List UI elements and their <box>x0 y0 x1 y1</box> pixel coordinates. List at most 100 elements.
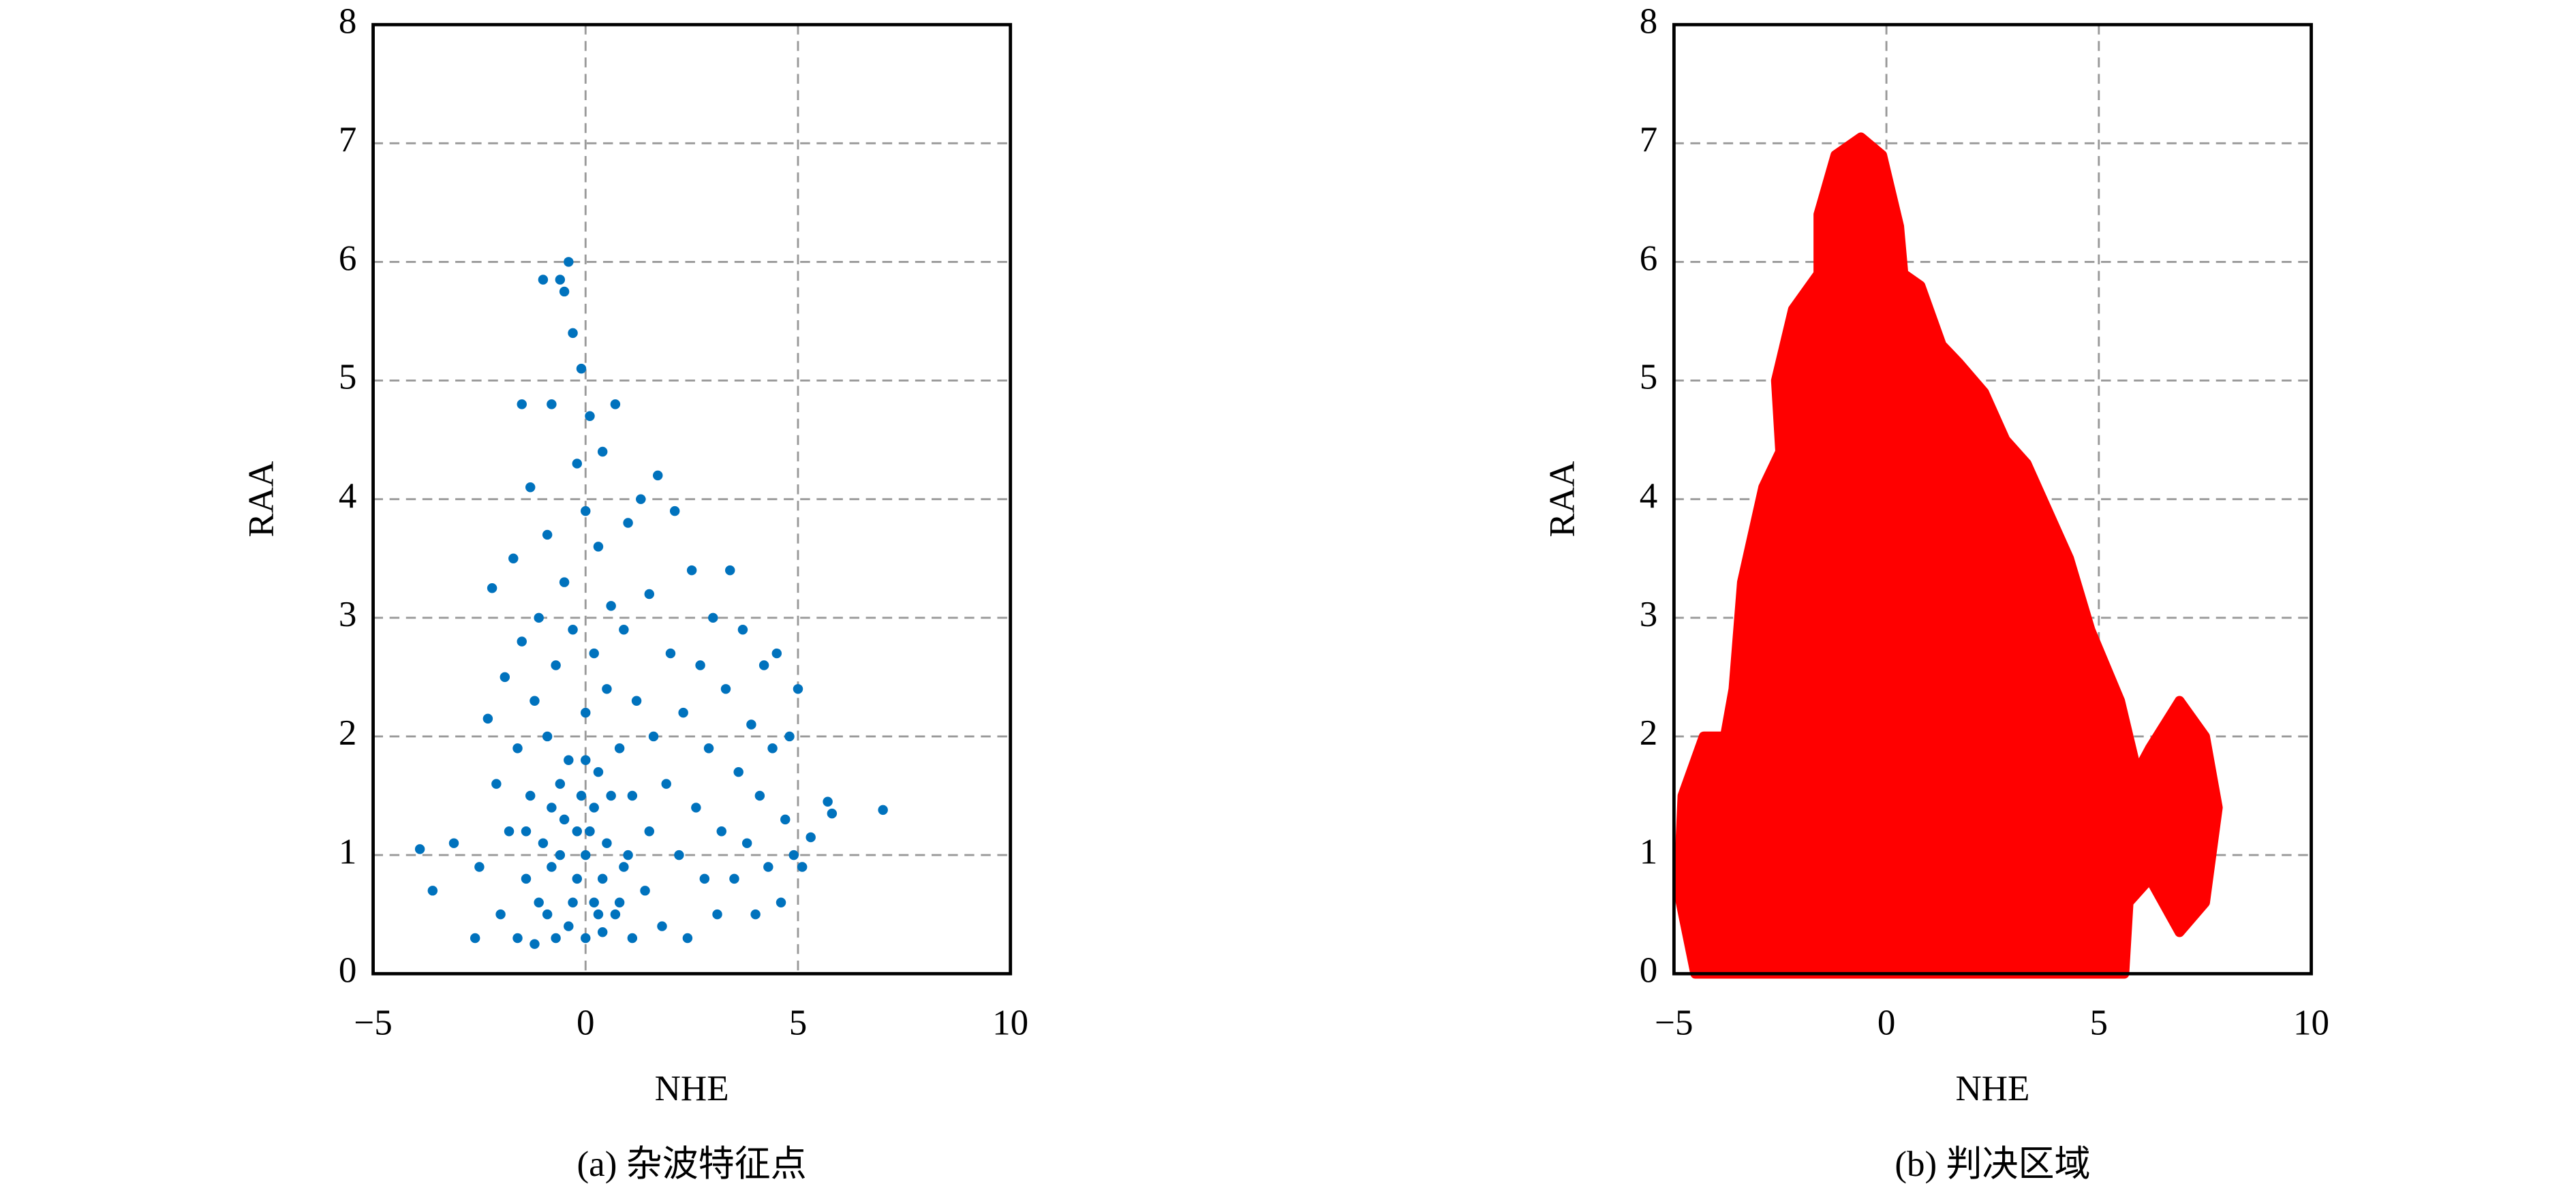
point <box>517 636 527 647</box>
point <box>627 933 638 944</box>
point <box>542 529 553 540</box>
point <box>581 755 591 766</box>
point <box>695 660 705 670</box>
point <box>627 790 638 801</box>
point <box>602 684 612 694</box>
point <box>767 743 778 753</box>
x-tick-label: 10 <box>2293 1004 2329 1043</box>
point <box>661 779 671 789</box>
plot-frame <box>371 22 1013 976</box>
point <box>597 446 608 457</box>
point <box>482 713 493 724</box>
y-tick-label: 6 <box>339 239 357 279</box>
point <box>508 553 519 563</box>
point <box>576 790 587 801</box>
point <box>581 506 591 516</box>
point <box>521 826 532 837</box>
y-tick-label: 7 <box>1640 120 1658 159</box>
point <box>606 790 616 801</box>
point <box>589 897 599 907</box>
y-tick-label: 8 <box>339 1 357 41</box>
point <box>534 612 544 623</box>
point <box>474 862 485 872</box>
point <box>686 565 697 576</box>
point <box>559 577 570 587</box>
point <box>644 826 655 837</box>
point <box>657 921 667 931</box>
point <box>495 909 506 920</box>
x-tick-label: 0 <box>577 1004 595 1043</box>
point <box>691 803 701 813</box>
point <box>640 886 650 896</box>
point <box>576 363 587 374</box>
point <box>593 909 604 920</box>
point <box>780 814 791 825</box>
plot-frame <box>1672 22 2313 976</box>
point <box>470 933 480 944</box>
point <box>729 873 739 884</box>
point <box>572 873 583 884</box>
point <box>572 458 583 469</box>
point <box>878 805 888 815</box>
y-tick-label: 6 <box>1640 239 1658 279</box>
y-tick-label: 2 <box>1640 713 1658 753</box>
point <box>793 684 803 694</box>
point <box>414 844 425 854</box>
x-tick-label: −5 <box>354 1004 392 1043</box>
y-tick-label: 0 <box>339 950 357 990</box>
point <box>593 542 604 552</box>
point <box>525 790 536 801</box>
point <box>597 873 608 884</box>
caption: (a) 杂波特征点 <box>577 1145 807 1184</box>
point <box>555 850 566 860</box>
point <box>547 399 557 409</box>
y-tick-label: 4 <box>1640 476 1658 516</box>
point <box>521 873 532 884</box>
point <box>525 482 536 493</box>
point <box>551 660 561 670</box>
point <box>610 399 621 409</box>
point <box>581 707 591 718</box>
x-tick-label: 0 <box>1877 1004 1896 1043</box>
point <box>487 583 497 593</box>
y-tick-label: 1 <box>1640 832 1658 871</box>
point <box>572 826 583 837</box>
caption: (b) 判决区域 <box>1895 1145 2090 1184</box>
y-tick-label: 3 <box>339 595 357 634</box>
point <box>712 909 722 920</box>
point <box>653 470 663 481</box>
decision-region <box>1673 132 2223 979</box>
point <box>593 766 604 777</box>
point <box>547 862 557 872</box>
point <box>823 796 833 807</box>
point <box>614 897 625 907</box>
point <box>754 790 765 801</box>
point <box>551 933 561 944</box>
point <box>581 850 591 860</box>
point <box>716 826 726 837</box>
y-tick-label: 5 <box>339 358 357 397</box>
y-tick-label: 7 <box>339 120 357 159</box>
point <box>542 909 553 920</box>
point <box>555 275 566 285</box>
point <box>763 862 773 872</box>
point <box>610 909 621 920</box>
y-tick-label: 0 <box>1640 950 1658 990</box>
point <box>504 826 515 837</box>
x-tick-label: 10 <box>992 1004 1028 1043</box>
y-tick-label: 8 <box>1640 1 1658 41</box>
point <box>674 850 684 860</box>
point <box>581 933 591 944</box>
point <box>771 648 782 659</box>
point <box>538 838 549 848</box>
point <box>724 565 735 576</box>
point <box>547 803 557 813</box>
point <box>512 933 523 944</box>
point <box>517 399 527 409</box>
y-tick-label: 4 <box>339 476 357 516</box>
point <box>559 286 570 297</box>
x-tick-label: 5 <box>789 1004 808 1043</box>
point <box>784 731 795 742</box>
point <box>750 909 761 920</box>
